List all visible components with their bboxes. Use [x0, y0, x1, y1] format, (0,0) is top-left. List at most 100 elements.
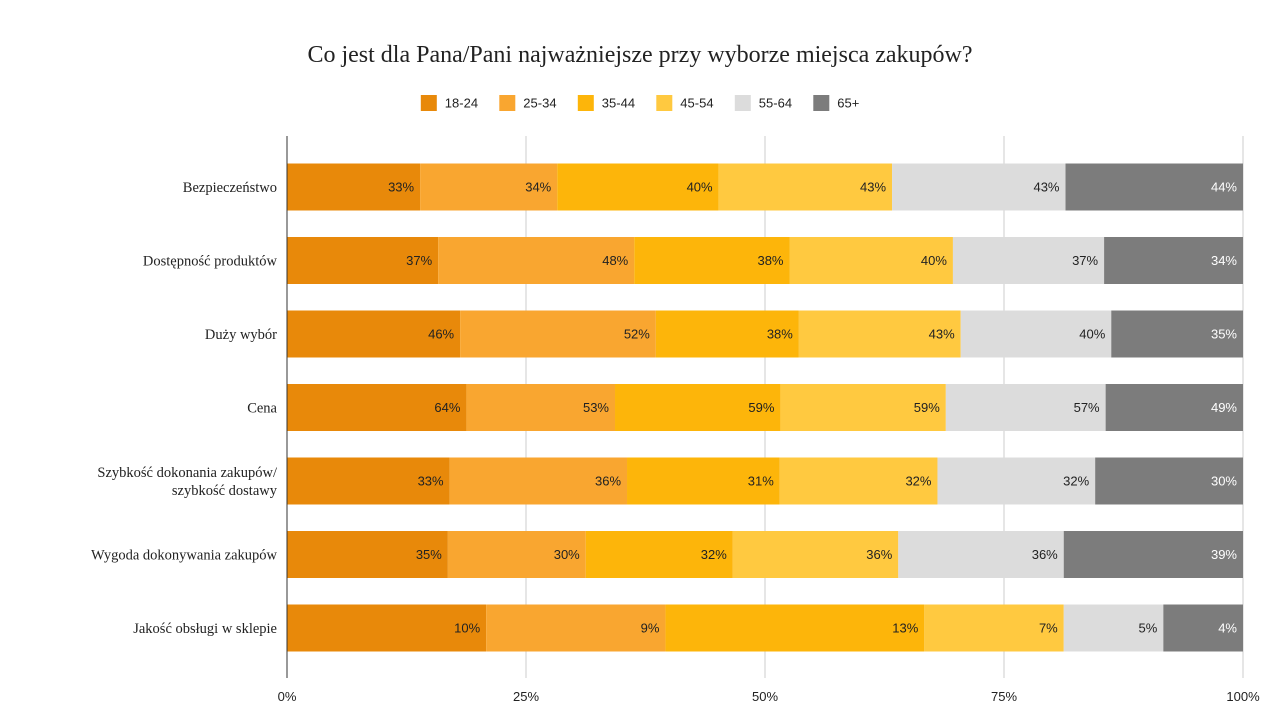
data-label: 43%	[860, 180, 886, 195]
bar-segment	[1065, 163, 1243, 211]
bar-segment	[665, 604, 925, 652]
bar-segment	[1163, 604, 1243, 652]
bar-segment	[779, 457, 938, 505]
legend-label: 65+	[837, 96, 859, 111]
legend-item: 35-44	[577, 95, 635, 111]
bar-segment	[634, 237, 790, 284]
data-label: 39%	[1211, 547, 1237, 562]
category-label: Wygoda dokonywania zakupów	[91, 548, 277, 564]
x-tick-labels: 0% 25% 50% 75% 100%	[278, 689, 1260, 704]
bar-segment	[287, 310, 461, 358]
legend-item: 25-34	[499, 95, 557, 111]
legend-swatch	[420, 95, 437, 111]
bars: 33% 34% 40% 43% 43% 44% 37% 48% 38% 40% 37% 34% 46% 5…	[287, 163, 1243, 652]
legend-item: 18-24	[420, 95, 478, 111]
legend-swatch	[499, 95, 516, 111]
legend-label: 55-64	[759, 96, 792, 111]
bar-segment	[780, 384, 946, 431]
category-labels: Bezpieczeństwo Dostępność produktów Duży w…	[91, 180, 278, 637]
bar-row: 37% 48% 38% 40% 37% 34%	[287, 237, 1243, 284]
bar-segment	[287, 384, 467, 431]
bar-segment	[1095, 457, 1243, 505]
data-label: 35%	[1211, 327, 1237, 342]
bar-segment	[460, 310, 656, 358]
bar-segment	[655, 310, 799, 358]
legend-label: 25-34	[523, 96, 556, 111]
data-label: 38%	[757, 253, 783, 268]
data-label: 32%	[905, 474, 931, 489]
bar-segment	[287, 457, 450, 505]
data-label: 7%	[1039, 621, 1058, 636]
legend-swatch	[813, 95, 830, 111]
bar-segment	[420, 163, 558, 211]
category-label: Szybkość dokonania zakupów/szybkość dost…	[97, 465, 278, 499]
data-label: 40%	[921, 253, 947, 268]
bar-row: 46% 52% 38% 43% 40% 35%	[287, 310, 1243, 358]
category-label: Bezpieczeństwo	[183, 180, 277, 196]
x-tick-label: 25%	[513, 689, 539, 704]
legend-item: 65+	[813, 95, 859, 111]
data-label: 13%	[892, 621, 918, 636]
data-label: 44%	[1211, 180, 1237, 195]
bar-row: 33% 34% 40% 43% 43% 44%	[287, 163, 1243, 211]
bar-segment	[798, 310, 961, 358]
bar-segment	[449, 457, 628, 505]
data-label: 10%	[454, 621, 480, 636]
bar-segment	[287, 604, 487, 652]
data-label: 36%	[866, 547, 892, 562]
data-label: 59%	[914, 400, 940, 415]
bar-segment	[924, 604, 1064, 652]
data-label: 40%	[1079, 327, 1105, 342]
data-label: 30%	[554, 547, 580, 562]
legend-swatch	[656, 95, 673, 111]
data-label: 59%	[748, 400, 774, 415]
bar-row: 33% 36% 31% 32% 32% 30%	[287, 457, 1243, 505]
bar-segment	[287, 531, 448, 578]
category-label: Cena	[247, 401, 277, 417]
bar-segment	[287, 163, 421, 211]
bar-row: 64% 53% 59% 59% 57% 49%	[287, 384, 1243, 431]
data-label: 37%	[406, 253, 432, 268]
data-label: 57%	[1074, 400, 1100, 415]
data-label: 52%	[624, 327, 650, 342]
data-label: 34%	[1211, 253, 1237, 268]
data-label: 64%	[434, 400, 460, 415]
data-label: 33%	[388, 180, 414, 195]
data-label: 35%	[416, 547, 442, 562]
bar-segment	[1105, 384, 1243, 431]
data-label: 33%	[418, 474, 444, 489]
legend-swatch	[577, 95, 594, 111]
data-label: 31%	[748, 474, 774, 489]
bar-segment	[1104, 237, 1243, 284]
data-label: 40%	[687, 180, 713, 195]
bar-segment	[892, 163, 1066, 211]
data-label: 34%	[525, 180, 551, 195]
data-label: 43%	[929, 327, 955, 342]
bar-row: 10% 9% 13% 7% 5% 4%	[287, 604, 1243, 652]
bar-segment	[1111, 310, 1243, 358]
category-label: Jakość obsługi w sklepie	[133, 621, 277, 637]
legend: 18-24 25-34 35-44 45-54 55-64 65+	[420, 95, 859, 111]
data-label: 38%	[767, 327, 793, 342]
x-tick-label: 50%	[752, 689, 778, 704]
bar-segment	[898, 531, 1064, 578]
legend-item: 55-64	[734, 95, 792, 111]
data-label: 37%	[1072, 253, 1098, 268]
legend-item: 45-54	[656, 95, 714, 111]
chart-title: Co jest dla Pana/Pani najważniejsze przy…	[307, 42, 972, 68]
x-tick-label: 75%	[991, 689, 1017, 704]
bar-segment	[945, 384, 1106, 431]
category-label: Duży wybór	[205, 327, 277, 343]
data-label: 36%	[595, 474, 621, 489]
legend-label: 45-54	[680, 96, 713, 111]
bar-segment	[557, 163, 719, 211]
bar-row: 35% 30% 32% 36% 36% 39%	[287, 531, 1243, 578]
legend-label: 18-24	[445, 96, 478, 111]
bar-segment	[627, 457, 780, 505]
legend-label: 35-44	[602, 96, 635, 111]
bar-segment	[952, 237, 1105, 284]
bar-segment	[447, 531, 586, 578]
legend-swatch	[734, 95, 751, 111]
bar-segment	[438, 237, 635, 284]
